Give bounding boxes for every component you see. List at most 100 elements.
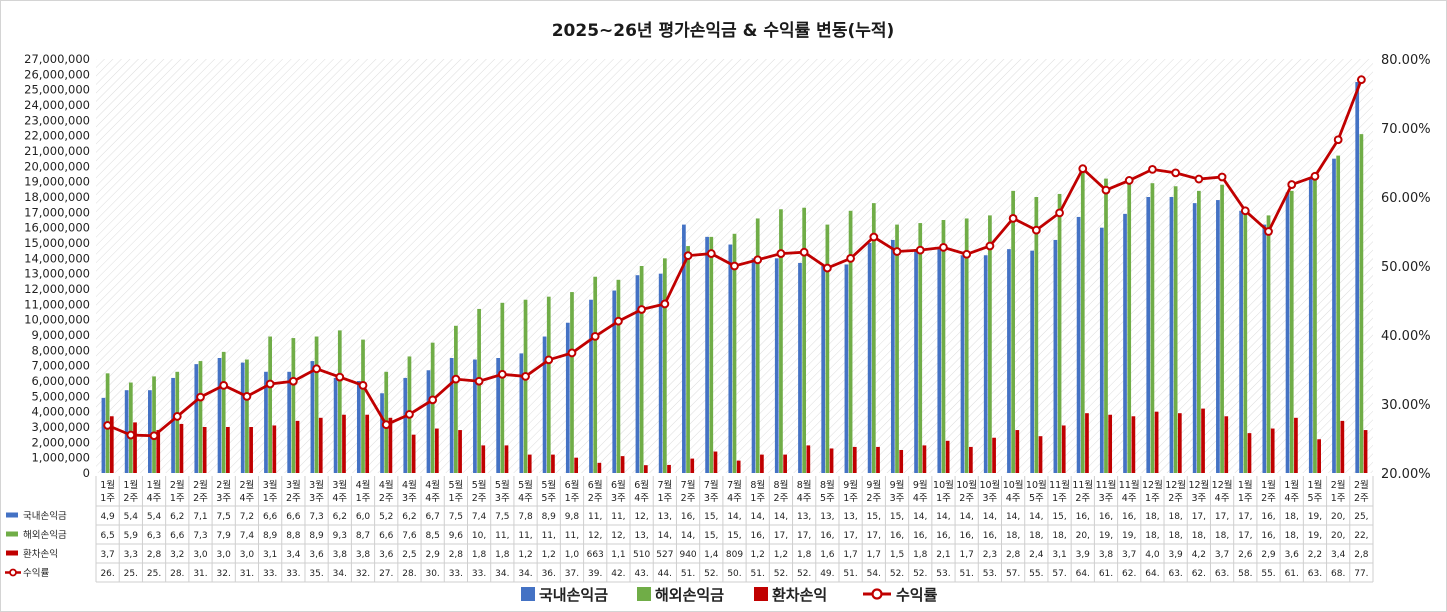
category-week-label: 4주 bbox=[634, 493, 649, 504]
rate-point-10 bbox=[335, 372, 345, 382]
category-week-label: 4주 bbox=[1006, 493, 1021, 504]
bar-1-24 bbox=[662, 258, 667, 473]
bar-1-46 bbox=[1173, 186, 1178, 473]
category-week-label: 2주 bbox=[472, 493, 487, 504]
bar-1-45 bbox=[1150, 183, 1155, 473]
left-tick-label: 17,000,000 bbox=[24, 205, 90, 219]
category-month-label: 12월 bbox=[1165, 479, 1186, 491]
bar-1-47 bbox=[1197, 190, 1201, 473]
table-cell: 54. bbox=[867, 569, 881, 579]
bar-2-46 bbox=[1177, 413, 1182, 473]
category-month-label: 6월 bbox=[588, 479, 603, 491]
bar-1-19 bbox=[546, 296, 551, 473]
table-cell: 15, bbox=[890, 512, 904, 522]
table-cell: 8,9 bbox=[309, 531, 324, 541]
table-cell: 3,1 bbox=[1052, 550, 1066, 560]
legend-label-3: 수익률 bbox=[896, 586, 938, 604]
bar-2-23 bbox=[643, 465, 648, 473]
rate-point-22 bbox=[614, 316, 623, 326]
table-cell: 20, bbox=[1331, 512, 1345, 522]
rate-point-13 bbox=[405, 409, 414, 419]
table-cell: 37. bbox=[565, 569, 579, 579]
bar-1-50 bbox=[1266, 215, 1271, 473]
table-cell: 6,6 bbox=[263, 512, 278, 522]
table-cell: 58. bbox=[1238, 569, 1252, 579]
table-cell: 6,6 bbox=[286, 512, 301, 522]
rate-point-3 bbox=[172, 412, 182, 421]
legend-label-2: 환차손익 bbox=[772, 586, 827, 604]
table-cell: 809 bbox=[726, 550, 743, 560]
table-cell: 2,4 bbox=[1029, 550, 1044, 560]
table-cell: 7,5 bbox=[217, 512, 231, 522]
bar-0-14 bbox=[426, 370, 431, 473]
category-week-label: 3주 bbox=[309, 493, 324, 504]
category-month-label: 3월 bbox=[263, 479, 278, 491]
bar-2-4 bbox=[202, 427, 207, 473]
table-cell: 33. bbox=[286, 569, 300, 579]
category-month-label: 2월 bbox=[1354, 479, 1369, 491]
left-tick-label: 1,000,000 bbox=[31, 451, 90, 465]
table-cell: 1,2 bbox=[751, 550, 765, 560]
table-cell: 3,6 bbox=[309, 550, 324, 560]
bar-0-19 bbox=[542, 336, 547, 473]
rate-point-27 bbox=[730, 261, 739, 271]
table-cell: 1,7 bbox=[960, 550, 974, 560]
table-cell: 44. bbox=[658, 569, 672, 579]
table-cell: 2,8 bbox=[147, 550, 162, 560]
rate-point-12 bbox=[381, 420, 391, 430]
rate-point-1 bbox=[126, 430, 136, 440]
right-tick-label: 60.00% bbox=[1381, 191, 1431, 206]
category-week-label: 5주 bbox=[820, 493, 835, 504]
bar-2-0 bbox=[109, 416, 114, 473]
table-cell: 30. bbox=[425, 569, 439, 579]
category-week-label: 2주 bbox=[588, 493, 603, 504]
category-month-label: 10월 bbox=[1003, 479, 1024, 491]
category-month-label: 7월 bbox=[704, 479, 719, 491]
rate-point-14 bbox=[428, 395, 438, 405]
left-tick-label: 5,000,000 bbox=[31, 389, 90, 403]
table-cell: 33. bbox=[449, 569, 463, 579]
table-cell: 940 bbox=[679, 550, 696, 560]
category-week-label: 1주 bbox=[750, 493, 765, 504]
rate-point-48 bbox=[1217, 172, 1227, 182]
left-tick-label: 4,000,000 bbox=[31, 405, 90, 419]
table-cell: 1,4 bbox=[704, 550, 719, 560]
category-month-label: 11월 bbox=[1096, 479, 1117, 491]
table-cell: 28. bbox=[170, 569, 184, 579]
table-cell: 14, bbox=[751, 512, 765, 522]
bar-2-40 bbox=[1038, 436, 1043, 473]
table-cell: 36. bbox=[542, 569, 556, 579]
table-cell: 17, bbox=[1192, 512, 1206, 522]
bar-series bbox=[101, 82, 1368, 474]
category-month-label: 4월 bbox=[425, 479, 440, 491]
table-cell: 14, bbox=[774, 512, 788, 522]
table-cell: 16, bbox=[913, 531, 927, 541]
bar-0-5 bbox=[217, 358, 222, 473]
category-week-label: 2주 bbox=[959, 493, 974, 504]
category-month-label: 8월 bbox=[750, 479, 765, 491]
table-cell: 16, bbox=[1076, 512, 1090, 522]
bar-1-4 bbox=[198, 361, 203, 473]
table-key-1 bbox=[6, 531, 18, 537]
category-month-label: 6월 bbox=[611, 479, 626, 491]
right-tick-label: 50.00% bbox=[1381, 260, 1431, 275]
bar-0-11 bbox=[356, 381, 361, 473]
table-cell: 1,8 bbox=[472, 550, 487, 560]
table-cell: 14, bbox=[1006, 512, 1020, 522]
category-week-label: 1주 bbox=[936, 493, 951, 504]
bar-0-10 bbox=[333, 377, 338, 473]
table-cell: 15, bbox=[1052, 512, 1066, 522]
category-month-label: 6월 bbox=[634, 479, 649, 491]
bar-2-24 bbox=[667, 464, 671, 473]
right-tick-label: 80.00% bbox=[1381, 53, 1431, 68]
category-month-label: 12월 bbox=[1188, 479, 1209, 491]
category-month-label: 10월 bbox=[956, 479, 977, 491]
bar-2-9 bbox=[318, 417, 323, 473]
category-month-label: 11월 bbox=[1072, 479, 1093, 491]
table-cell: 3,4 bbox=[1331, 550, 1346, 560]
rate-point-45 bbox=[1148, 165, 1157, 174]
rate-point-29 bbox=[776, 249, 786, 258]
rate-point-53 bbox=[1333, 135, 1343, 145]
bar-1-32 bbox=[848, 210, 853, 474]
table-cell: 18, bbox=[1168, 531, 1182, 541]
